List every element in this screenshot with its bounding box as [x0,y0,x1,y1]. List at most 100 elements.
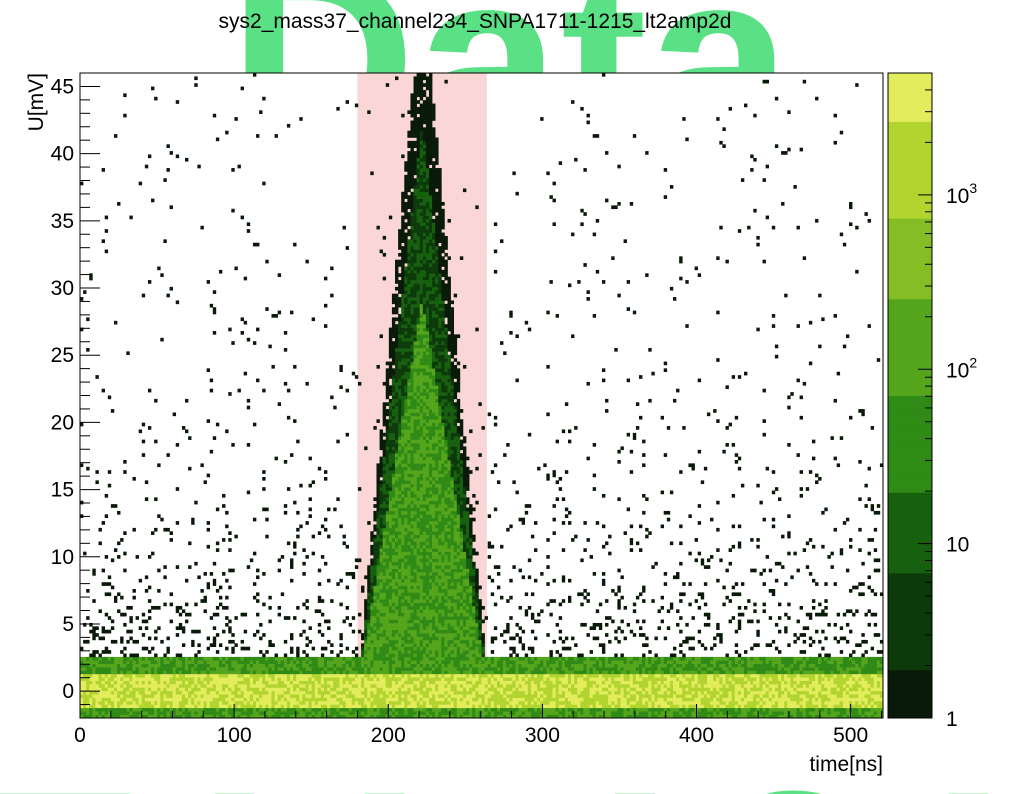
heatmap-cell [327,701,331,705]
heatmap-cell [231,677,235,681]
heatmap-cell [83,704,87,709]
heatmap-cell [382,449,387,454]
heatmap-cell [379,684,383,688]
heatmap-cell [370,626,374,631]
heatmap-cell [416,439,421,444]
heatmap-cell [290,660,294,664]
heatmap-cell [218,677,223,681]
heatmap-cell [361,684,365,688]
heatmap-cell [138,667,143,671]
heatmap-cell [86,701,90,705]
heatmap-cell [327,626,331,631]
heatmap-cell [243,667,248,671]
heatmap-cell [188,670,192,675]
heatmap-cell [135,673,139,678]
heatmap-cell [425,191,430,196]
heatmap-cell [385,561,390,566]
heatmap-cell [98,711,102,715]
heatmap-cell [429,701,433,705]
heatmap-cell [274,684,278,688]
heatmap-cell [120,697,124,702]
heatmap-cell [382,697,387,702]
heatmap-cell [385,633,390,637]
heatmap-cell [395,358,399,362]
heatmap-cell [401,381,405,386]
heatmap-cell [200,707,204,712]
heatmap-cell [169,707,173,712]
heatmap-cell [188,680,192,685]
heatmap-cell [398,246,402,250]
heatmap-cell [404,259,408,264]
heatmap-cell [422,565,427,569]
heatmap-cell [252,704,257,709]
heatmap-cell [311,707,316,712]
heatmap-cell [422,93,427,98]
heatmap-cell [206,694,211,698]
heatmap-cell [345,605,349,610]
heatmap-cell [422,704,427,709]
heatmap-cell [293,711,297,715]
heatmap-cell [398,439,402,444]
heatmap-cell [416,351,421,356]
heatmap-cell [401,351,405,356]
heatmap-cell [283,684,288,688]
heatmap-cell [92,633,96,637]
heatmap-cell [419,677,424,681]
heatmap-cell [154,711,158,715]
heatmap-cell [185,701,189,705]
heatmap-cell [422,476,427,481]
heatmap-cell [391,643,396,648]
heatmap-cell [95,663,99,668]
heatmap-cell [370,619,374,624]
heatmap-cell [129,670,133,675]
heatmap-cell [419,317,424,322]
heatmap-cell [135,639,139,644]
heatmap-cell [336,106,340,111]
heatmap-cell [249,707,254,712]
heatmap-cell [268,701,272,705]
heatmap-cell [425,168,430,172]
heatmap-cell [410,541,414,546]
heatmap-cell [373,612,377,617]
heatmap-cell [206,670,211,675]
heatmap-cell [367,707,371,712]
heatmap-cell [154,697,158,702]
heatmap-cell [376,558,380,563]
heatmap-cell [361,711,365,715]
heatmap-cell [234,660,238,664]
heatmap-cell [333,673,337,678]
heatmap-cell [225,677,229,681]
heatmap-cell [401,402,405,406]
heatmap-cell [274,704,278,709]
heatmap-cell [259,677,263,681]
heatmap-cell [101,687,106,692]
heatmap-cell [175,697,180,702]
heatmap-cell [354,690,359,695]
heatmap-cell [391,595,396,600]
heatmap-cell [416,609,421,614]
heatmap-cell [404,426,408,430]
heatmap-cell [391,694,396,698]
heatmap-cell [382,633,387,637]
heatmap-cell [172,663,177,668]
heatmap-cell [351,680,356,685]
heatmap-cell [83,639,87,644]
heatmap-cell [419,639,424,644]
heatmap-cell [413,422,417,427]
heatmap-cell [129,697,133,702]
heatmap-cell [147,656,152,661]
heatmap-cell [147,684,152,688]
heatmap-cell [104,667,109,671]
heatmap-cell [280,680,285,685]
heatmap-cell [422,538,427,542]
heatmap-cell [398,470,402,474]
heatmap-cell [327,687,331,692]
heatmap-cell [311,684,316,688]
heatmap-cell [246,687,251,692]
heatmap-cell [330,707,334,712]
heatmap-cell [416,714,421,719]
heatmap-cell [388,347,393,352]
heatmap-cell [271,711,275,715]
heatmap-cell [107,656,112,661]
heatmap-cell [404,232,408,237]
